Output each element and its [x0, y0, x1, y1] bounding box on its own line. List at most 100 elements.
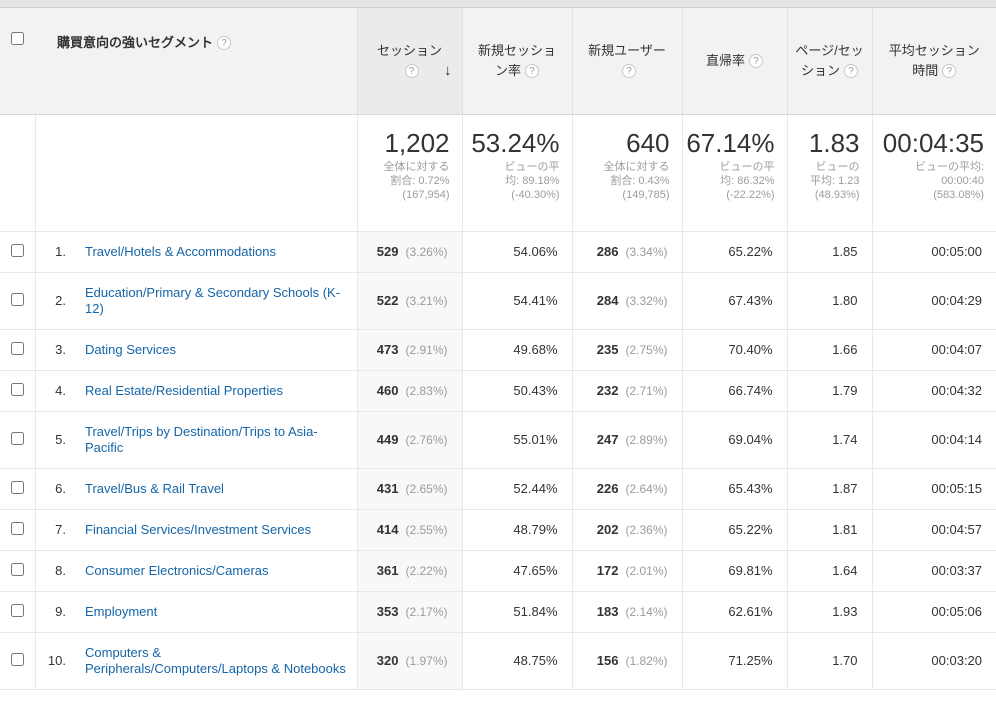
column-header-sessions[interactable]: セッション? ↓	[356, 8, 463, 115]
sessions-percent: (2.83%)	[405, 383, 448, 398]
new-users-cell: 232 (2.71%)	[571, 370, 683, 412]
row-checkbox[interactable]	[10, 562, 24, 576]
segment-link[interactable]: Real Estate/Residential Properties	[85, 382, 283, 398]
row-checkbox[interactable]	[10, 243, 24, 257]
row-checkbox[interactable]	[10, 521, 24, 535]
help-icon[interactable]: ?	[217, 36, 232, 50]
sessions-cell: 414 (2.55%)	[356, 509, 463, 551]
select-all-checkbox[interactable]	[11, 32, 24, 45]
segment-column-header[interactable]: 購買意向の強いセグメント?	[35, 8, 358, 115]
row-number: 10.	[35, 632, 72, 690]
pages-per-session-value: 1.93	[786, 591, 873, 633]
column-header-bounce-rate[interactable]: 直帰率?	[681, 8, 788, 115]
segment-link[interactable]: Travel/Bus & Rail Travel	[85, 480, 224, 496]
segment-name-cell: Education/Primary & Secondary Schools (K…	[72, 272, 358, 330]
table-row: 8. Consumer Electronics/Cameras 361 (2.22…	[0, 550, 996, 592]
segment-link[interactable]: Travel/Hotels & Accommodations	[85, 243, 276, 259]
table-row: 6. Travel/Bus & Rail Travel 431 (2.65%) 5…	[0, 468, 996, 510]
sessions-cell: 473 (2.91%)	[356, 329, 463, 371]
avg-session-duration-value: 00:04:14	[871, 411, 996, 469]
sessions-cell: 460 (2.83%)	[356, 370, 463, 412]
column-header-new-session-rate[interactable]: 新規セッション率?	[461, 8, 573, 115]
new-users-percent: (2.75%)	[625, 342, 668, 357]
help-icon[interactable]: ?	[844, 63, 859, 78]
column-label: セッション	[377, 42, 443, 58]
bounce-rate-value: 67.43%	[681, 272, 788, 330]
row-checkbox[interactable]	[10, 480, 24, 494]
new-users-percent: (2.71%)	[625, 383, 668, 398]
sessions-value: 361	[376, 562, 399, 578]
row-checkbox[interactable]	[10, 431, 24, 445]
new-users-percent: (2.01%)	[625, 563, 668, 578]
sessions-percent: (2.22%)	[405, 563, 448, 578]
column-header-avg-session-duration[interactable]: 平均セッション時間?	[871, 8, 996, 115]
row-checkbox[interactable]	[10, 292, 24, 306]
row-checkbox[interactable]	[10, 603, 24, 617]
summary-sessions: 1,202 全体に対する 割合: 0.72% (167,954)	[356, 114, 463, 232]
row-number: 3.	[35, 329, 72, 371]
new-session-rate-value: 48.75%	[461, 632, 573, 690]
help-icon[interactable]: ?	[525, 63, 540, 78]
summary-pages-per-session: 1.83 ビューの 平均: 1.23 (48.93%)	[786, 114, 873, 232]
row-checkbox-cell	[0, 411, 36, 469]
new-users-percent: (2.36%)	[625, 522, 668, 537]
column-header-pages-per-session[interactable]: ページ/セッション?	[786, 8, 873, 115]
table-row: 5. Travel/Trips by Destination/Trips to …	[0, 411, 996, 469]
new-users-value: 232	[596, 382, 619, 398]
sessions-value: 414	[376, 521, 399, 537]
new-users-percent: (1.82%)	[625, 653, 668, 668]
help-icon[interactable]: ?	[942, 63, 957, 78]
row-checkbox[interactable]	[10, 382, 24, 396]
row-checkbox[interactable]	[10, 341, 24, 355]
segment-link[interactable]: Financial Services/Investment Services	[85, 521, 312, 537]
table-body: 1,202 全体に対する 割合: 0.72% (167,954) 53.24% …	[0, 114, 996, 690]
segment-link[interactable]: Consumer Electronics/Cameras	[85, 562, 269, 578]
help-icon[interactable]: ?	[749, 53, 764, 68]
segments-table: 購買意向の強いセグメント? セッション? ↓ 新規セッション率? 新規ユーザー?…	[0, 8, 996, 690]
summary-value: 1,202	[384, 127, 450, 158]
segment-link[interactable]: Dating Services	[85, 341, 177, 357]
bounce-rate-value: 71.25%	[681, 632, 788, 690]
summary-value: 640	[626, 127, 670, 158]
sessions-percent: (2.91%)	[405, 342, 448, 357]
segment-name-cell: Computers & Peripherals/Computers/Laptop…	[72, 632, 358, 690]
sessions-value: 522	[376, 292, 399, 308]
new-users-cell: 226 (2.64%)	[571, 468, 683, 510]
avg-session-duration-value: 00:04:32	[871, 370, 996, 412]
segment-name-cell: Consumer Electronics/Cameras	[72, 550, 358, 592]
new-users-cell: 286 (3.34%)	[571, 231, 683, 273]
sessions-value: 460	[376, 382, 399, 398]
table-header-row: 購買意向の強いセグメント? セッション? ↓ 新規セッション率? 新規ユーザー?…	[0, 8, 996, 115]
sessions-percent: (2.76%)	[405, 432, 448, 447]
sessions-percent: (2.17%)	[405, 604, 448, 619]
summary-row: 1,202 全体に対する 割合: 0.72% (167,954) 53.24% …	[0, 114, 996, 232]
new-users-value: 172	[596, 562, 619, 578]
row-checkbox[interactable]	[10, 652, 24, 666]
segment-name-cell: Travel/Trips by Destination/Trips to Asi…	[72, 411, 358, 469]
segment-link[interactable]: Employment	[85, 603, 158, 619]
segment-link[interactable]: Computers & Peripherals/Computers/Laptop…	[85, 644, 346, 676]
table-top-edge	[0, 0, 996, 8]
help-icon[interactable]: ?	[404, 63, 419, 78]
table-row: 2. Education/Primary & Secondary Schools…	[0, 272, 996, 330]
sessions-value: 449	[376, 431, 399, 447]
sessions-cell: 320 (1.97%)	[356, 632, 463, 690]
table-row: 4. Real Estate/Residential Properties 46…	[0, 370, 996, 412]
pages-per-session-value: 1.66	[786, 329, 873, 371]
summary-value: 67.14%	[686, 127, 775, 158]
new-users-cell: 183 (2.14%)	[571, 591, 683, 633]
column-header-new-users[interactable]: 新規ユーザー?	[571, 8, 683, 115]
avg-session-duration-value: 00:03:37	[871, 550, 996, 592]
sessions-cell: 361 (2.22%)	[356, 550, 463, 592]
avg-session-duration-value: 00:05:06	[871, 591, 996, 633]
segment-link[interactable]: Travel/Trips by Destination/Trips to Asi…	[85, 423, 318, 455]
help-icon[interactable]: ?	[622, 63, 637, 78]
segment-link[interactable]: Education/Primary & Secondary Schools (K…	[85, 284, 341, 316]
sessions-value: 529	[376, 243, 399, 259]
new-users-percent: (2.89%)	[625, 432, 668, 447]
bounce-rate-value: 65.22%	[681, 231, 788, 273]
new-users-value: 247	[596, 431, 619, 447]
table-row: 3. Dating Services 473 (2.91%) 49.68% 235…	[0, 329, 996, 371]
row-number: 9.	[35, 591, 72, 633]
bounce-rate-value: 70.40%	[681, 329, 788, 371]
